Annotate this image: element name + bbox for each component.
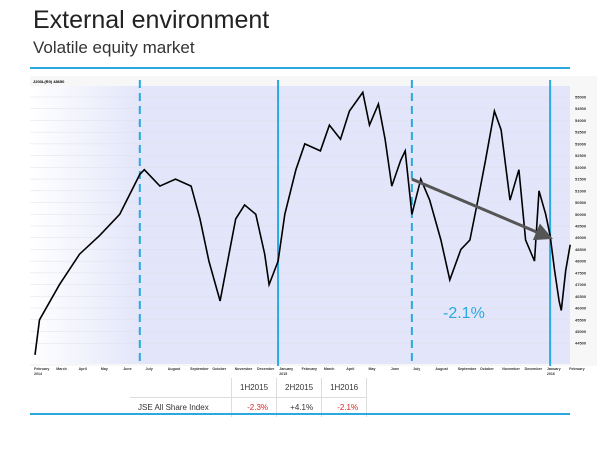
bottom-divider xyxy=(30,413,570,415)
x-tick-label: February xyxy=(569,367,584,371)
x-tick-label: September xyxy=(190,367,209,371)
x-tick-label: January xyxy=(547,367,561,371)
x-tick-year: 2014 xyxy=(34,372,42,376)
y-tick-label: 49500 xyxy=(575,223,587,228)
x-tick-label: February xyxy=(302,367,317,371)
x-tick-label: July xyxy=(146,367,153,371)
y-tick-label: 51000 xyxy=(575,188,587,193)
y-tick-label: 48500 xyxy=(575,247,587,252)
x-tick-label: September xyxy=(458,367,477,371)
x-tick-label: October xyxy=(212,367,226,371)
x-tick-label: August xyxy=(168,367,181,371)
x-tick-label: December xyxy=(525,367,543,371)
y-tick-label: 53500 xyxy=(575,130,587,135)
x-tick-label: May xyxy=(369,367,376,371)
shade-gradient xyxy=(30,86,140,364)
x-tick-label: December xyxy=(257,367,275,371)
x-tick-label: August xyxy=(435,367,448,371)
table-header-blank xyxy=(130,378,232,398)
x-tick-year: 2015 xyxy=(279,372,287,376)
x-tick-year: 2016 xyxy=(547,372,555,376)
x-tick-label: June xyxy=(123,367,131,371)
y-tick-label: 47500 xyxy=(575,270,587,275)
returns-table: 1H2015 2H2015 1H2016 JSE All Share Index -2… xyxy=(130,378,368,417)
legend-label: J203L(R0) 48650 xyxy=(33,79,65,84)
table-header: 1H2016 xyxy=(321,378,368,398)
x-tick-label: April xyxy=(79,367,87,371)
y-tick-label: 51500 xyxy=(575,177,587,182)
y-tick-label: 46000 xyxy=(575,306,587,311)
y-tick-label: 50500 xyxy=(575,200,587,205)
annotation-label: -2.1% xyxy=(443,305,485,322)
x-tick-label: January xyxy=(279,367,293,371)
y-tick-label: 48000 xyxy=(575,259,587,264)
top-divider xyxy=(30,67,570,69)
cell-value: -2.3% xyxy=(231,397,278,417)
slide-subtitle: Volatile equity market xyxy=(33,38,195,57)
cell-value: +4.1% xyxy=(276,397,323,417)
equity-chart: J203L(R0) 48650 55000 54500 54000 53500 5300… xyxy=(30,79,587,376)
x-tick-label: May xyxy=(101,367,108,371)
shade-region xyxy=(140,86,570,364)
y-tick-label: 46500 xyxy=(575,294,587,299)
trend-arrow xyxy=(411,177,553,241)
table-header: 1H2015 xyxy=(231,378,278,398)
row-label: JSE All Share Index xyxy=(130,397,232,417)
y-tick-label: 52500 xyxy=(575,153,587,158)
x-tick-label: April xyxy=(346,367,354,371)
slide-title: External environment xyxy=(33,6,270,34)
y-tick-label: 54500 xyxy=(575,106,587,111)
cell-value: -2.1% xyxy=(321,397,368,417)
table-header: 2H2015 xyxy=(276,378,323,398)
x-tick-label: July xyxy=(413,367,420,371)
x-tick-label: June xyxy=(391,367,399,371)
y-tick-label: 45500 xyxy=(575,317,587,322)
y-tick-label: 54000 xyxy=(575,118,587,123)
y-tick-label: 45000 xyxy=(575,329,587,334)
y-tick-label: 44500 xyxy=(575,341,587,346)
series-line xyxy=(34,90,571,356)
y-tick-label: 50000 xyxy=(575,212,587,217)
y-tick-label: 53000 xyxy=(575,141,587,146)
x-tick-label: March xyxy=(56,367,67,371)
x-tick-label: November xyxy=(235,367,253,371)
y-tick-label: 52000 xyxy=(575,165,587,170)
x-tick-label: October xyxy=(480,367,494,371)
x-tick-label: November xyxy=(502,367,520,371)
y-tick-label: 55000 xyxy=(575,95,587,100)
y-tick-label: 49000 xyxy=(575,235,587,240)
x-tick-label: February xyxy=(34,367,49,371)
y-tick-label: 47000 xyxy=(575,282,587,287)
x-tick-label: March xyxy=(324,367,335,371)
